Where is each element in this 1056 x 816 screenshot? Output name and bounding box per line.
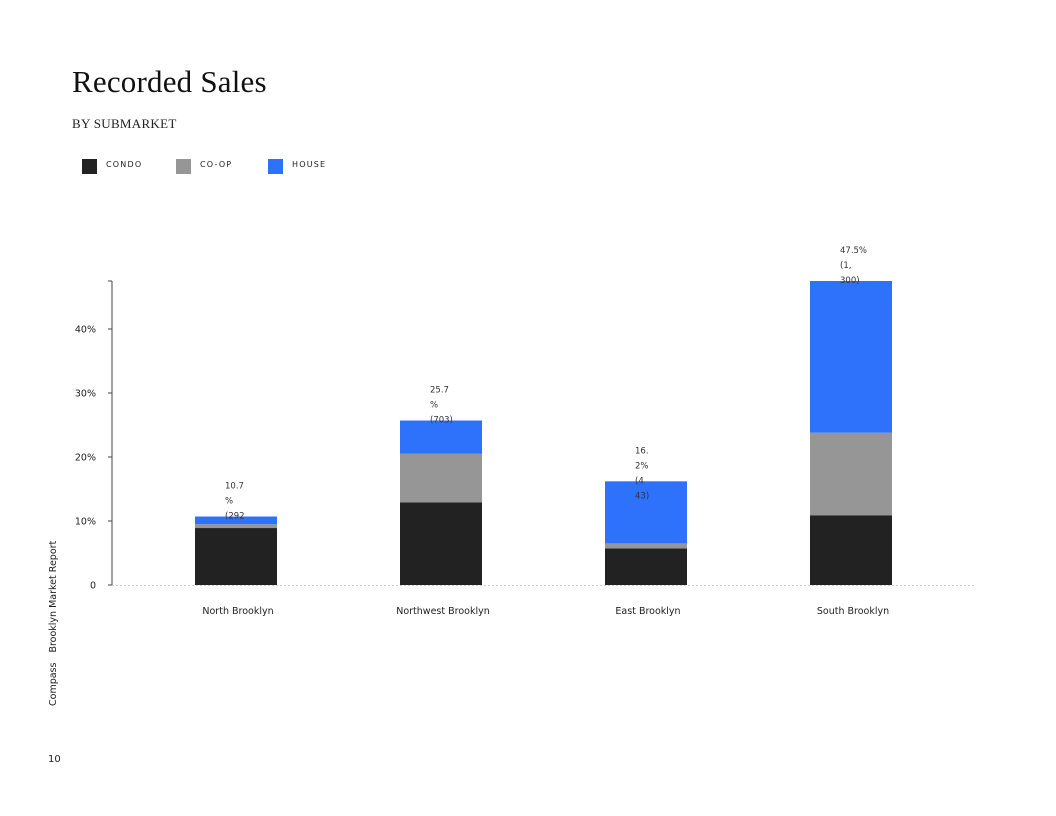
legend-swatch-coop [176,159,191,174]
x-category-label: East Brooklyn [615,606,680,617]
bar-segment-condo [810,515,892,585]
legend-label-house: HOUSE [292,160,327,169]
bar-segment-house [605,481,687,544]
y-tick-label: 30% [75,389,96,400]
y-tick-label: 10% [75,517,96,528]
bar-segment-house [810,281,892,433]
bar-segment-coop [810,432,892,516]
total-data-label: (1, [840,261,851,271]
bar-segment-coop [195,524,277,529]
page-number: 10 [48,754,61,765]
report-name: Brooklyn Market Report [48,540,59,653]
bar-segment-house [195,516,277,525]
legend-label-coop: CO-OP [200,160,233,169]
total-data-label: 10.7 [225,482,244,492]
x-category-label: South Brooklyn [817,606,889,617]
legend-swatch-house [268,159,283,174]
x-category-label: North Brooklyn [202,606,273,617]
y-tick-label: 20% [75,453,96,464]
brand-name: Compass [48,662,59,706]
bar-segment-coop [605,543,687,549]
report-caption: Compass Brooklyn Market Report [48,536,62,706]
total-data-label: 43) [635,491,649,501]
legend-label-condo: CONDO [106,160,143,169]
bar-segment-house [400,420,482,454]
total-data-label: 2% [635,461,649,471]
total-data-label: % [225,497,233,507]
y-tick-label: 0 [90,581,96,592]
total-data-label: 16. [635,446,649,456]
legend-swatch-condo [82,159,97,174]
total-data-label: 47.5% [840,246,867,256]
total-data-label: % [430,401,438,411]
total-data-label: 25.7 [430,386,449,396]
bar-segment-condo [400,502,482,585]
page-title: Recorded Sales [72,64,267,99]
total-data-label: (703) [430,416,453,426]
bar-segment-condo [195,528,277,585]
total-data-label: 300) [840,276,860,286]
total-data-label: (4 [635,476,644,486]
total-data-label: (292 [225,512,245,522]
bar-segment-coop [400,453,482,503]
x-category-label: Northwest Brooklyn [396,606,490,617]
bar-segment-condo [605,548,687,585]
y-tick-label: 40% [75,325,96,336]
page-subtitle: BY SUBMARKET [72,116,177,131]
